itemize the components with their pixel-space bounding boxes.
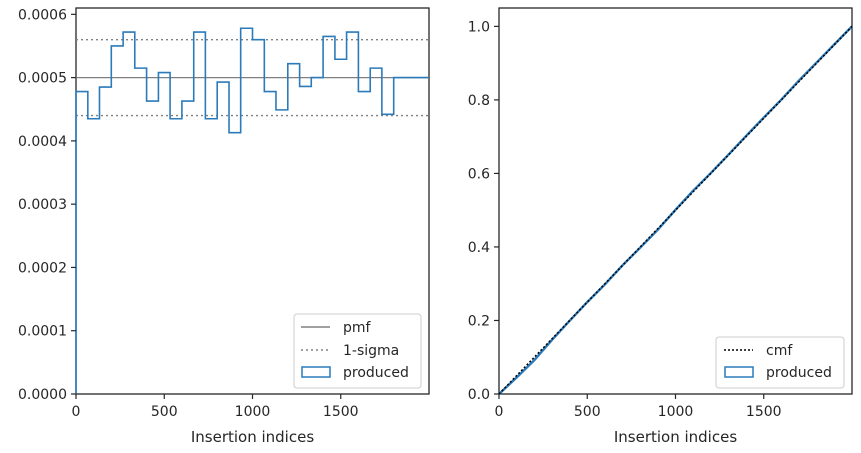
legend-produced-swatch xyxy=(301,366,331,378)
y-tick-label: 0.0006 xyxy=(18,7,67,23)
y-tick-label: 0.4 xyxy=(468,240,490,256)
y-tick-label: 0.0003 xyxy=(18,197,67,213)
left-y-ticks: 0.0000 0.0001 0.0002 0.0003 0.0004 0.0005 0.00… xyxy=(18,7,76,403)
left-x-ticks: 0 500 1000 1500 xyxy=(72,394,359,420)
x-tick-label: 1000 xyxy=(235,404,271,420)
x-tick-label: 0 xyxy=(495,404,504,420)
right-y-ticks: 0.0 0.2 0.4 0.6 0.8 1.0 xyxy=(468,19,499,403)
left-legend-box xyxy=(293,313,422,389)
legend-sigma-label: 1-sigma xyxy=(343,343,399,359)
y-tick-label: 1.0 xyxy=(468,19,490,35)
left-reference-lines xyxy=(76,38,429,117)
produced-histogram-step xyxy=(75,27,429,394)
legend-produced-swatch xyxy=(724,366,754,378)
y-tick-label: 0.2 xyxy=(468,313,490,329)
legend-produced-label: produced xyxy=(343,365,409,381)
x-tick-label: 500 xyxy=(574,404,601,420)
y-tick-label: 0.0002 xyxy=(18,260,67,276)
x-tick-label: 1500 xyxy=(323,404,359,420)
y-tick-label: 0.0000 xyxy=(18,387,67,403)
y-tick-label: 0.6 xyxy=(468,166,490,182)
legend-cmf-label: cmf xyxy=(766,343,793,359)
right-chart-panel: 0 500 1000 1500 0.0 0.2 0.4 0.6 0.8 1.0 Insertio… xyxy=(468,7,853,446)
cmf-line xyxy=(498,25,853,395)
y-tick-label: 0.8 xyxy=(468,93,490,109)
right-x-ticks: 0 500 1000 1500 xyxy=(495,394,782,420)
y-tick-label: 0.0 xyxy=(468,387,490,403)
x-tick-label: 500 xyxy=(151,404,178,420)
y-tick-label: 0.0001 xyxy=(18,324,67,340)
x-tick-label: 1500 xyxy=(746,404,782,420)
legend-produced-label: produced xyxy=(766,365,832,381)
left-chart-panel: 0 500 1000 1500 0.00000.00010.00020.00030.0… xyxy=(18,7,430,446)
right-x-axis-label: Insertion indices xyxy=(614,428,737,446)
x-tick-label: 1000 xyxy=(658,404,694,420)
x-tick-label: 0 xyxy=(72,404,81,420)
y-tick-label: 0.0005 xyxy=(18,71,67,87)
left-legend: pmf 1-sigma produced xyxy=(293,313,422,389)
right-plot-frame xyxy=(498,7,853,395)
y-tick-label: 0.0004 xyxy=(18,134,67,150)
right-legend: cmf produced xyxy=(715,336,845,389)
legend-pmf-label: pmf xyxy=(343,320,372,336)
left-x-axis-label: Insertion indices xyxy=(191,428,314,446)
